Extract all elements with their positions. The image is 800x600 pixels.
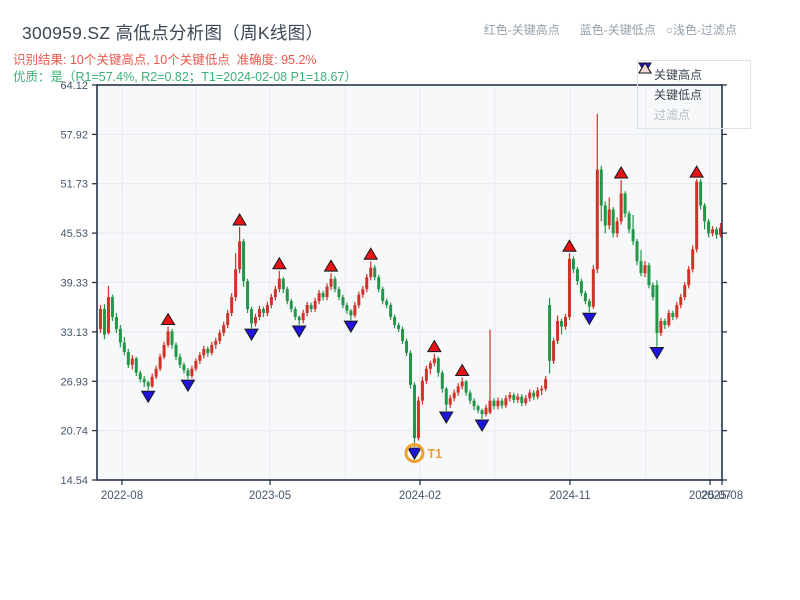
key-high-marker [363, 247, 379, 260]
key-low-marker [649, 346, 665, 360]
key-high-marker [232, 212, 247, 226]
x-axis-tick-label: 2023-05 [249, 490, 291, 502]
key-high-marker [323, 259, 339, 272]
grid-layer [97, 85, 722, 480]
t1-label: T1 [427, 447, 442, 461]
up-triangle-outline-icon [638, 62, 652, 74]
y-axis-tick-label: 39.33 [60, 278, 88, 290]
key-high-marker [454, 363, 470, 377]
key-low-marker [474, 419, 490, 432]
y-axis-tick-label: 51.73 [60, 179, 88, 191]
x-axis-tick-label: 2022-08 [101, 490, 143, 502]
y-axis-tick-label: 45.53 [60, 228, 88, 240]
key-high-marker [613, 165, 629, 179]
y-axis-tick-label: 20.74 [60, 426, 88, 438]
key-point-markers: T1 [140, 165, 705, 464]
candles-layer [99, 113, 722, 448]
color-key-note: 红色-关键高点 蓝色-关键低点 ○浅色-过滤点 [483, 23, 737, 37]
key-high-marker [562, 239, 577, 252]
x-axis-tick-label: 2024-02 [399, 490, 441, 502]
key-low-marker [407, 447, 422, 461]
y-axis-tick-label: 33.13 [60, 327, 88, 339]
t1-highlight-circle [404, 443, 425, 464]
recognition-result-text: 识别结果: 10个关键高点, 10个关键低点 准确度: 95.2% [13, 53, 317, 67]
legend-item-label: 关键高点 [654, 67, 703, 82]
key-high-marker [271, 256, 287, 270]
chart-legend: 关键高点 关键低点 过滤点 [637, 60, 751, 129]
legend-item[interactable]: 关键低点 [638, 62, 742, 104]
x-axis-tick-label: 2025-08 [701, 490, 743, 502]
quality-metrics-text: 优质：是（R1=57.4%, R2=0.82；T1=2024-02-08 P1=… [13, 70, 357, 84]
key-low-marker [140, 390, 156, 404]
key-high-marker [426, 339, 442, 353]
y-axis-tick-label: 26.93 [60, 376, 88, 388]
key-high-marker [689, 165, 705, 178]
key-low-marker [581, 312, 597, 326]
x-axis-tick-label: 2025-07 [689, 490, 731, 502]
legend-item-label: 关键低点 [654, 87, 703, 102]
key-low-marker [291, 325, 307, 338]
page-title: 300959.SZ 高低点分析图（周K线图） [22, 23, 324, 43]
y-axis-tick-label: 14.54 [60, 475, 88, 487]
axes-layer: 64.12 57.92 51.73 45.53 39.33 33.13 26.93 20.74… [60, 80, 743, 502]
y-axis-tick-label: 64.12 [60, 80, 88, 92]
legend-item[interactable]: 过滤点 [638, 62, 742, 124]
legend-item[interactable]: 关键高点 [638, 62, 742, 84]
y-axis-tick-label: 57.92 [60, 129, 88, 141]
legend-item-label: 过滤点 [654, 107, 691, 122]
key-low-marker [244, 328, 259, 342]
key-low-marker [438, 411, 454, 424]
key-high-marker [160, 312, 176, 326]
key-low-marker [343, 320, 359, 334]
key-low-marker [180, 379, 196, 393]
x-axis-tick-label: 2024-11 [549, 490, 590, 502]
